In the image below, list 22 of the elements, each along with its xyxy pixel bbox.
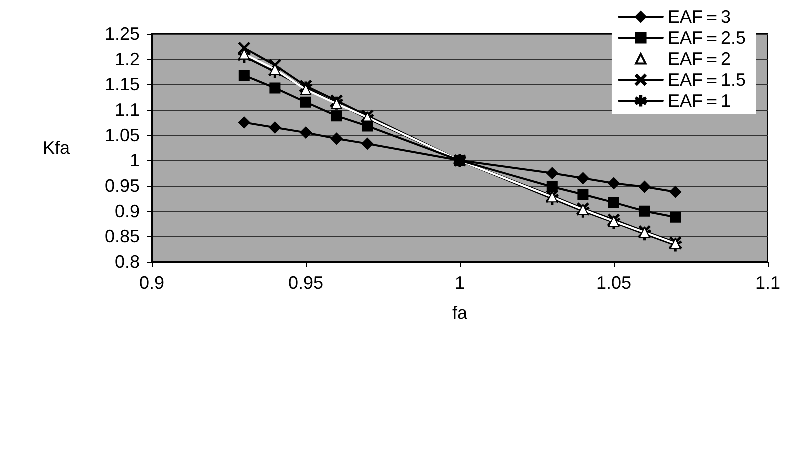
x-tick-label: 1.1 bbox=[755, 273, 781, 293]
y-tick-label: 1.15 bbox=[104, 74, 140, 95]
y-tick-label: 1.05 bbox=[104, 125, 140, 146]
y-tick-label: 0.85 bbox=[104, 226, 140, 247]
y-tick-label: 0.9 bbox=[114, 201, 140, 222]
y-tick-label: 1.2 bbox=[114, 49, 140, 70]
y-tick-label: 1 bbox=[130, 150, 140, 171]
y-tick-label: 1.1 bbox=[114, 100, 140, 120]
x-tick-label: 1.05 bbox=[596, 273, 632, 293]
legend-label: EAF＝2.5 bbox=[668, 28, 746, 48]
x-tick-label: 0.9 bbox=[139, 273, 165, 293]
x-tick-label: 0.95 bbox=[288, 273, 324, 293]
y-tick-label: 1.25 bbox=[104, 24, 140, 44]
y-tick-label: 0.8 bbox=[114, 252, 140, 272]
x-tick-label: 1 bbox=[454, 273, 466, 293]
legend-label: EAF＝2 bbox=[668, 49, 731, 69]
x-axis-title: fa bbox=[452, 303, 468, 323]
y-tick-label: 0.95 bbox=[104, 176, 140, 196]
legend-label: EAF＝3 bbox=[668, 7, 731, 27]
y-axis-title: Kfa bbox=[42, 138, 71, 158]
legend-label: EAF＝1.5 bbox=[668, 70, 746, 90]
legend-label: EAF＝1 bbox=[668, 91, 731, 111]
